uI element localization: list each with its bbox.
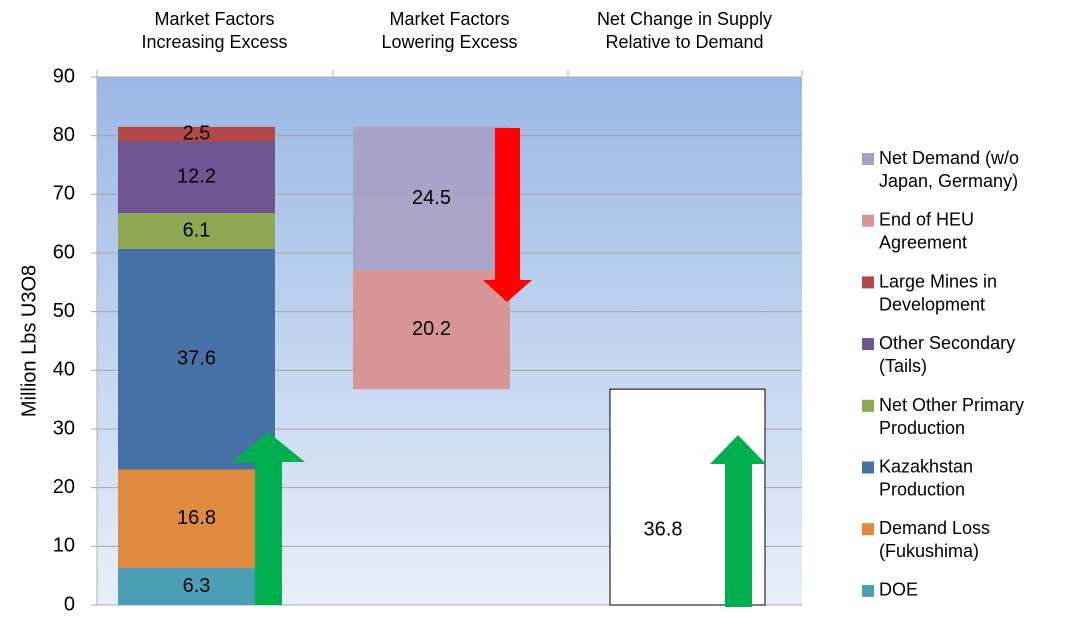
y-tick-label: 0 [64, 593, 75, 615]
y-tick-label: 50 [53, 300, 75, 322]
legend-label: Other Secondary (Tails) [879, 333, 1015, 376]
bar-segment [118, 141, 275, 214]
x-tick-label: Net Change in Supply Relative to Demand [597, 9, 772, 52]
y-axis-label: Million Lbs U3O8 [18, 265, 40, 417]
legend-label: Large Mines in Development [879, 271, 997, 314]
legend-label: Kazakhstan Production [879, 456, 973, 499]
frame [96, 70, 803, 605]
y-tick-label: 90 [53, 65, 75, 87]
data-label: 6.1 [183, 219, 211, 241]
legend-swatch [862, 399, 874, 412]
data-label: 6.3 [183, 575, 211, 597]
legend-swatch [862, 523, 874, 536]
x-tick-label: Market Factors Increasing Excess [141, 9, 287, 52]
bar-segment [118, 568, 275, 605]
down-arrow [483, 128, 532, 302]
bar-segment [118, 126, 275, 142]
legend-swatch [862, 276, 874, 289]
x-tick-label: Market Factors Lowering Excess [381, 9, 517, 52]
legend-swatch [862, 214, 874, 227]
data-label: 37.6 [177, 347, 216, 369]
legend-label: End of HEU Agreement [879, 209, 974, 252]
y-tick-label: 40 [53, 359, 75, 381]
y-tick-label: 30 [53, 417, 75, 439]
data-label: 12.2 [177, 166, 216, 188]
data-label: 36.8 [644, 518, 683, 540]
y-tick-label: 70 [53, 183, 75, 205]
arrows [232, 128, 766, 607]
legend-label: Net Demand (w/o Japan, Germany) [879, 148, 1019, 191]
legend-swatch [862, 584, 874, 597]
y-tick-label: 80 [53, 124, 75, 146]
legend-label: DOE [879, 580, 918, 600]
y-tick-label: 10 [53, 535, 75, 557]
bar-segment [118, 213, 275, 249]
legend-label: Demand Loss (Fukushima) [879, 518, 990, 561]
up-arrow [232, 432, 305, 605]
legend-swatch [862, 461, 874, 474]
up-arrow [710, 435, 766, 607]
y-tick-label: 20 [53, 476, 75, 498]
legend-swatch [862, 153, 874, 165]
data-label: 16.8 [177, 507, 216, 529]
bar-segment [118, 248, 275, 470]
legend-label: Net Other Primary Production [879, 395, 1024, 438]
bar-segment [118, 469, 275, 569]
bar-segment [353, 270, 510, 390]
y-tick-label: 60 [53, 241, 75, 263]
data-label: 2.5 [183, 122, 211, 144]
bar-segment [353, 126, 510, 271]
legend-swatch [862, 338, 874, 351]
data-label: 20.2 [412, 318, 451, 340]
data-label: 24.5 [412, 187, 451, 209]
